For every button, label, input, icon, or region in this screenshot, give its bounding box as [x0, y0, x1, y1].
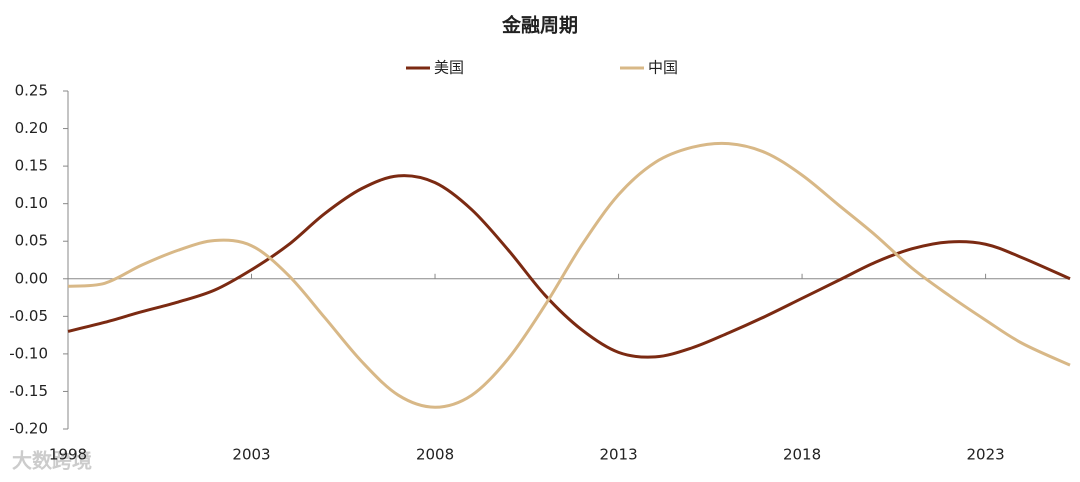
chart-title: 金融周期	[501, 14, 578, 37]
y-tick-label: -0.15	[9, 382, 48, 400]
x-tick-label: 2013	[599, 446, 637, 464]
y-tick-label: 0.00	[15, 269, 48, 287]
legend-label: 中国	[648, 59, 678, 77]
x-tick-label: 2023	[966, 446, 1004, 464]
x-tick-label: 2003	[232, 446, 270, 464]
x-tick-label: 1998	[49, 446, 87, 464]
y-tick-label: -0.10	[9, 344, 48, 362]
series-line	[67, 174, 1071, 359]
x-tick-label: 2008	[416, 446, 454, 464]
y-tick-label: -0.05	[9, 307, 48, 325]
y-tick-label: 0.25	[15, 82, 48, 100]
legend-label: 美国	[434, 59, 464, 77]
y-tick-label: 0.05	[15, 232, 48, 250]
watermark: 大数跨境	[12, 449, 92, 473]
y-tick-label: 0.10	[15, 194, 48, 212]
y-tick-label: 0.20	[15, 119, 48, 137]
y-tick-label: -0.20	[9, 420, 48, 438]
series-line	[67, 141, 1071, 409]
y-tick-label: 0.15	[15, 157, 48, 175]
x-tick-label: 2018	[783, 446, 821, 464]
